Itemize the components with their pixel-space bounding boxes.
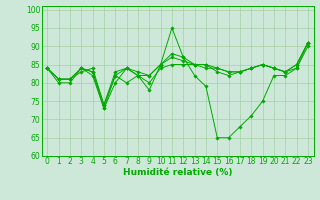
X-axis label: Humidité relative (%): Humidité relative (%) [123,168,232,177]
